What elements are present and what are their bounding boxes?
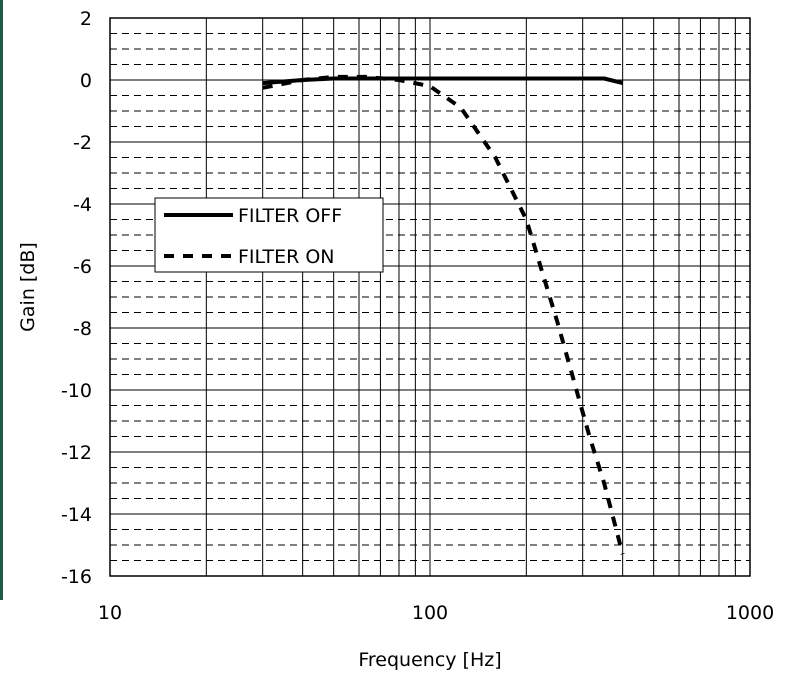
x-tick-label: 10 [98, 602, 122, 624]
x-tick-labels: 10 100 1000 [98, 602, 774, 624]
plot-frame [109, 17, 751, 577]
legend-label-filter-off: FILTER OFF [238, 205, 342, 227]
left-edge-accent [0, 0, 3, 600]
y-tick-label: -12 [61, 442, 92, 464]
series-line-filter-off [262, 76, 624, 86]
legend: FILTER OFF FILTER ON [154, 197, 384, 273]
y-tick-label: -4 [73, 194, 92, 216]
y-tick-label: -14 [61, 504, 92, 526]
series-layer [262, 74, 625, 555]
y-tick-label: -8 [73, 318, 92, 340]
y-tick-label: 2 [80, 8, 92, 30]
y-tick-label: 0 [80, 70, 92, 92]
y-tick-label: -2 [73, 132, 92, 154]
major-grid [110, 17, 750, 577]
y-axis-label: Gain [dB] [17, 242, 39, 332]
minor-grid [110, 33, 750, 561]
y-tick-label: -16 [61, 566, 92, 588]
legend-box [154, 197, 384, 273]
legend-label-filter-on: FILTER ON [238, 246, 335, 268]
x-tick-label: 1000 [726, 602, 774, 624]
y-tick-label: -6 [73, 256, 92, 278]
y-tick-labels: 2 0 -2 -4 -6 -8 -10 -12 -14 -16 [61, 8, 92, 588]
x-axis-label: Frequency [Hz] [358, 649, 501, 671]
x-tick-label: 100 [412, 602, 448, 624]
y-tick-label: -10 [61, 380, 92, 402]
